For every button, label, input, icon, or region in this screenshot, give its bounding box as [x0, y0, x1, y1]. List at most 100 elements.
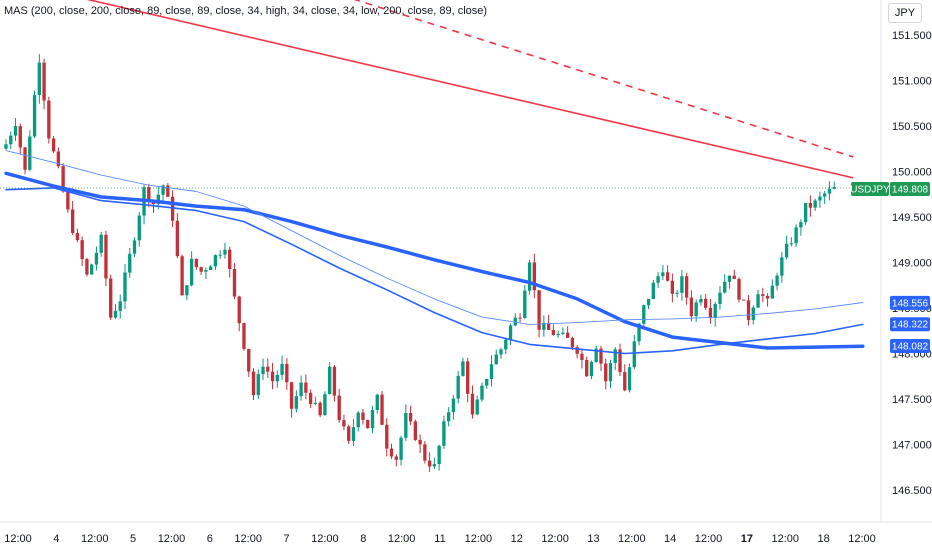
- candle-body: [765, 295, 770, 299]
- candle-body: [480, 385, 484, 400]
- candle-body: [423, 444, 427, 461]
- ma-line: [4, 171, 865, 350]
- candle-body: [508, 325, 513, 340]
- candle-body: [270, 371, 275, 382]
- candle-body: [104, 234, 108, 279]
- candle-body: [813, 200, 817, 208]
- candle-body: [47, 100, 51, 139]
- candle-body: [684, 276, 689, 298]
- candle-body: [780, 257, 784, 276]
- indicator-legend[interactable]: MAS (200, close, 200, close, 89, close, …: [4, 5, 488, 17]
- candle-body: [313, 402, 318, 404]
- candle-body: [308, 392, 313, 404]
- candle-body: [661, 272, 665, 277]
- price-axis: 151.500 151.000 150.500 150.000 149.500 149.0…: [892, 30, 932, 497]
- candle-body: [827, 188, 832, 194]
- candle-body: [170, 196, 175, 221]
- candle-body: [489, 364, 494, 380]
- time-tick-label: 12:00: [618, 533, 646, 545]
- candle-body: [585, 359, 589, 377]
- candle-body: [451, 398, 456, 413]
- candle-body: [823, 193, 827, 197]
- time-tick-label: 18: [818, 533, 830, 545]
- candle-body: [18, 126, 22, 148]
- price-tick-label: 149.500: [892, 212, 932, 224]
- price-tick-label: 150.500: [892, 121, 932, 133]
- candle-body: [327, 366, 332, 395]
- candle-body: [799, 222, 803, 228]
- candle-body: [713, 303, 717, 318]
- candle-body: [556, 333, 560, 336]
- candle-body: [570, 337, 575, 348]
- time-tick-label: 12:00: [311, 533, 339, 545]
- candle-body: [575, 347, 579, 354]
- candle-body: [608, 362, 613, 382]
- candle-body: [718, 292, 722, 304]
- candle-body: [351, 427, 356, 441]
- candle-body: [613, 349, 617, 363]
- time-tick-label: 12:00: [772, 533, 800, 545]
- time-tick-label: 4: [53, 533, 59, 545]
- candle-body: [404, 412, 408, 438]
- last-price-tag-text: 149.808: [892, 184, 929, 195]
- candle-body: [194, 258, 199, 268]
- candle-body: [808, 202, 813, 208]
- candle-body: [56, 151, 61, 167]
- time-tick-label: 12:00: [81, 533, 109, 545]
- time-tick-label: 12:00: [465, 533, 493, 545]
- candle-body: [75, 232, 80, 241]
- candle-body: [694, 302, 698, 317]
- candle-body: [175, 220, 180, 257]
- candle-body: [818, 196, 822, 201]
- candle-body: [237, 296, 241, 324]
- candle-body: [166, 185, 170, 197]
- candle-body: [589, 361, 594, 377]
- time-tick-label: 8: [360, 533, 366, 545]
- candle-body: [132, 240, 137, 254]
- time-tick-label: 7: [283, 533, 289, 545]
- candle-body: [623, 372, 627, 391]
- candle-body: [599, 348, 603, 364]
- candle-body: [151, 201, 156, 204]
- candle-body: [656, 276, 660, 283]
- candle-body: [646, 298, 651, 306]
- candle-body: [380, 394, 384, 425]
- last-price-tag: [890, 181, 930, 196]
- candle-body: [442, 421, 446, 446]
- candle-body: [232, 268, 237, 297]
- candle-body: [565, 332, 570, 338]
- candle-body: [289, 382, 294, 409]
- price-tick-label: 147.000: [892, 440, 932, 452]
- candle-body: [427, 460, 432, 467]
- candle-body: [632, 341, 636, 368]
- candle-body: [51, 138, 56, 152]
- candle-body: [280, 364, 284, 375]
- candle-body: [323, 394, 327, 416]
- candle-body: [627, 367, 632, 391]
- candle-body: [80, 240, 84, 260]
- candle-body: [147, 187, 151, 202]
- candle-body: [594, 348, 598, 362]
- currency-selector[interactable]: JPY: [888, 3, 922, 23]
- candle-body: [23, 147, 27, 170]
- candle-body: [794, 227, 798, 244]
- candle-body: [708, 307, 713, 318]
- candle-body: [466, 361, 470, 394]
- moving-averages: [4, 150, 865, 355]
- candle-body: [109, 278, 113, 318]
- candle-body: [161, 185, 165, 195]
- candle-body: [189, 258, 194, 286]
- candle-body: [446, 412, 451, 422]
- ma-price-tag-text: 148.322: [892, 320, 929, 331]
- ma-price-tag: [890, 339, 930, 354]
- candle-body: [256, 374, 260, 396]
- ma-price-tag: [890, 317, 930, 332]
- price-tick-label: 147.500: [892, 394, 932, 406]
- candle-body: [675, 292, 679, 294]
- candle-body: [437, 445, 441, 465]
- price-tick-label: 146.500: [892, 485, 932, 497]
- candle-body: [32, 95, 37, 137]
- candle-body: [209, 266, 213, 270]
- candle-body: [137, 215, 141, 241]
